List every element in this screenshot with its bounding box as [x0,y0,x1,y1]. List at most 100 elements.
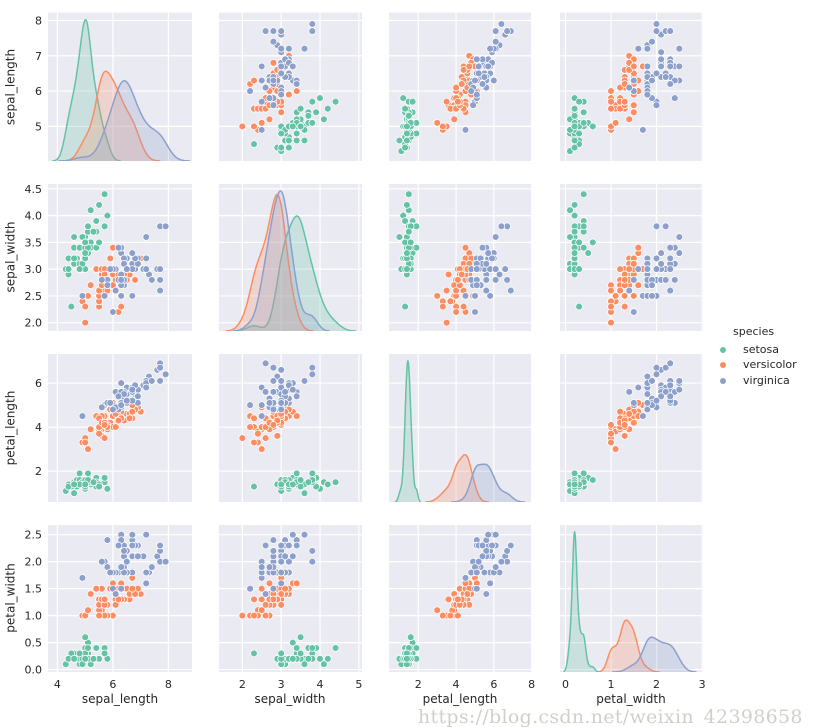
point-setosa [399,94,407,102]
point-virginica [473,281,481,289]
point-virginica [643,90,652,99]
point-versicolor [630,108,638,117]
x-tick-label: 4 [453,678,460,691]
point-virginica [657,392,665,401]
point-versicolor [265,579,274,588]
point-versicolor [607,429,615,438]
point-virginica [257,401,266,409]
point-virginica [269,377,278,385]
point-virginica [148,563,156,571]
point-versicolor [450,115,458,124]
point-versicolor [452,83,460,92]
point-virginica [277,44,285,53]
point-virginica [269,584,278,593]
point-versicolor [81,302,89,311]
point-virginica [652,222,661,231]
point-virginica [671,276,679,284]
point-setosa [250,140,258,148]
point-virginica [648,377,656,385]
point-setosa [277,129,285,138]
panel-petal_length-vs-sepal_width [219,354,362,502]
y-tick-label: 0.0 [25,664,43,677]
point-setosa [103,211,112,220]
point-setosa [570,227,579,236]
point-virginica [657,62,665,71]
point-versicolor [625,265,633,273]
point-setosa [570,201,579,209]
point-versicolor [607,421,615,429]
point-virginica [643,44,652,53]
point-virginica [269,76,278,85]
point-virginica [117,401,125,409]
point-virginica [643,62,652,71]
point-virginica [261,359,270,368]
point-versicolor [439,302,447,311]
kde-line-versicolor [62,70,161,162]
point-virginica [246,584,254,593]
point-virginica [128,541,137,550]
x-tick-label: 2 [653,678,660,691]
point-setosa [570,469,579,478]
point-setosa [81,480,89,489]
point-virginica [261,27,270,35]
point-setosa [75,649,84,658]
point-versicolor [81,318,89,327]
point-versicolor [607,104,615,113]
point-setosa [575,129,583,138]
point-virginica [257,76,266,85]
point-versicolor [454,276,462,284]
point-versicolor [607,318,615,327]
point-setosa [277,480,285,489]
point-virginica [257,412,266,420]
point-versicolor [620,292,629,300]
point-virginica [106,265,114,273]
point-setosa [589,476,597,484]
kde-fill-virginica [451,464,526,502]
point-versicolor [257,584,266,593]
point-virginica [666,392,674,401]
kde-line-setosa [394,359,422,502]
point-virginica [114,541,123,550]
point-virginica [491,37,500,46]
point-setosa [579,243,588,252]
point-virginica [289,530,297,539]
point-versicolor [250,122,258,131]
point-virginica [128,292,137,300]
legend-label: versicolor [743,358,797,371]
point-versicolor [611,445,620,453]
point-setosa [403,265,411,273]
x-tick-label: 1 [608,678,615,691]
y-axis-label-petal-width: petal_width [3,563,18,633]
point-virginica [277,579,285,588]
point-versicolor [611,292,620,300]
point-virginica [639,126,647,134]
point-virginica [471,76,479,85]
point-virginica [123,396,131,405]
point-virginica [630,399,638,407]
kde-fill-versicolor [225,194,314,331]
point-virginica [497,222,506,231]
point-virginica [246,87,254,95]
point-versicolor [439,122,447,131]
point-setosa [70,655,78,663]
point-setosa [331,97,340,106]
point-virginica [482,590,491,598]
point-virginica [261,388,270,396]
point-setosa [95,482,103,491]
point-setosa [579,119,588,127]
panel-petal_length-vs-petal_width [560,354,703,502]
point-setosa [566,233,574,241]
kde-line-setosa [563,530,600,672]
point-virginica [78,292,87,300]
point-versicolor [277,590,285,598]
point-versicolor [463,590,472,598]
point-setosa [296,476,305,484]
point-setosa [412,644,421,652]
y-axis-label-sepal-length: sepal_length [3,48,18,126]
point-setosa [277,649,285,658]
x-axis-label-petal-length: petal_length [422,692,498,706]
point-versicolor [269,595,278,604]
point-virginica [666,381,674,390]
point-versicolor [634,243,643,252]
point-setosa [401,143,409,152]
